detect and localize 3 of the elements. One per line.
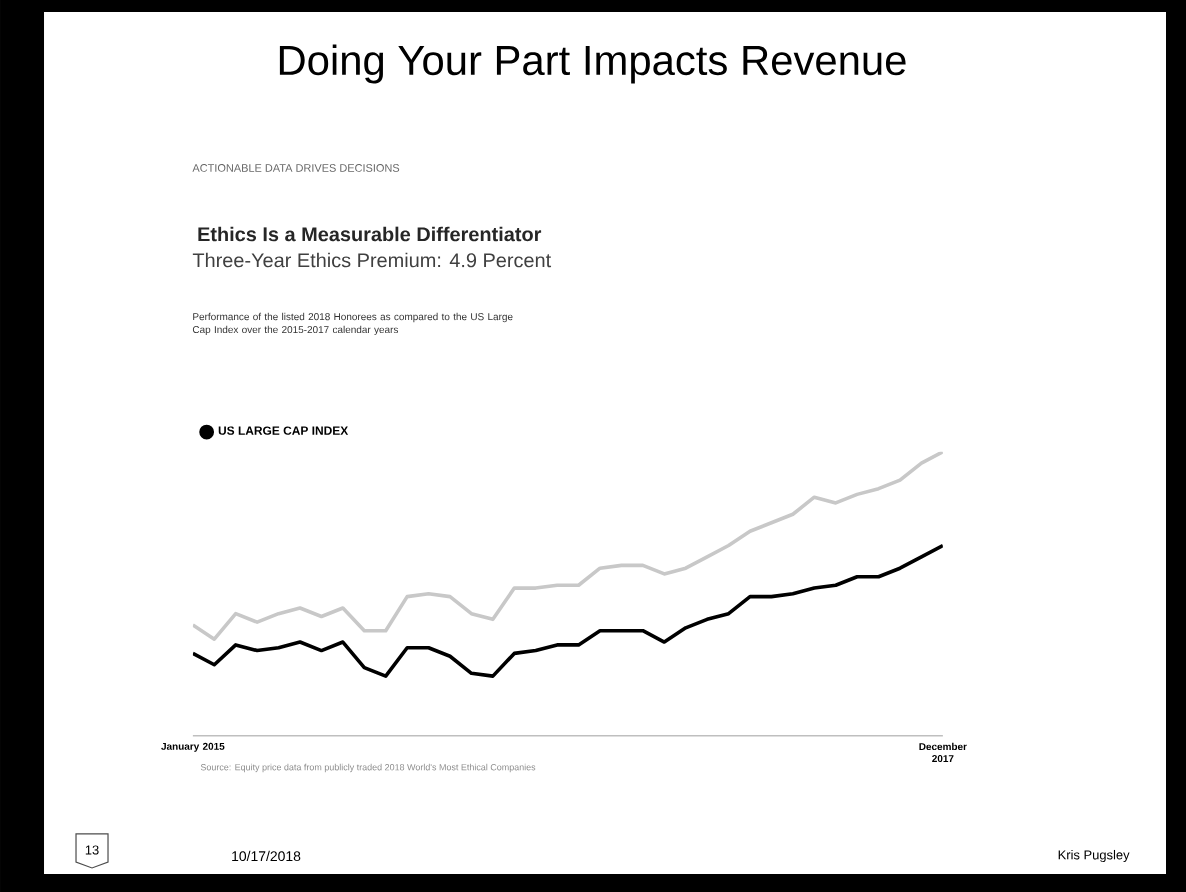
chart-subtitle: Ethics Is a Measurable Differentiator	[198, 226, 542, 242]
chart-title: Doing Your Part Impacts Revenue	[279, 44, 906, 84]
text: Three-Year Ethics Premium: 4.9 Percent	[192, 252, 552, 268]
